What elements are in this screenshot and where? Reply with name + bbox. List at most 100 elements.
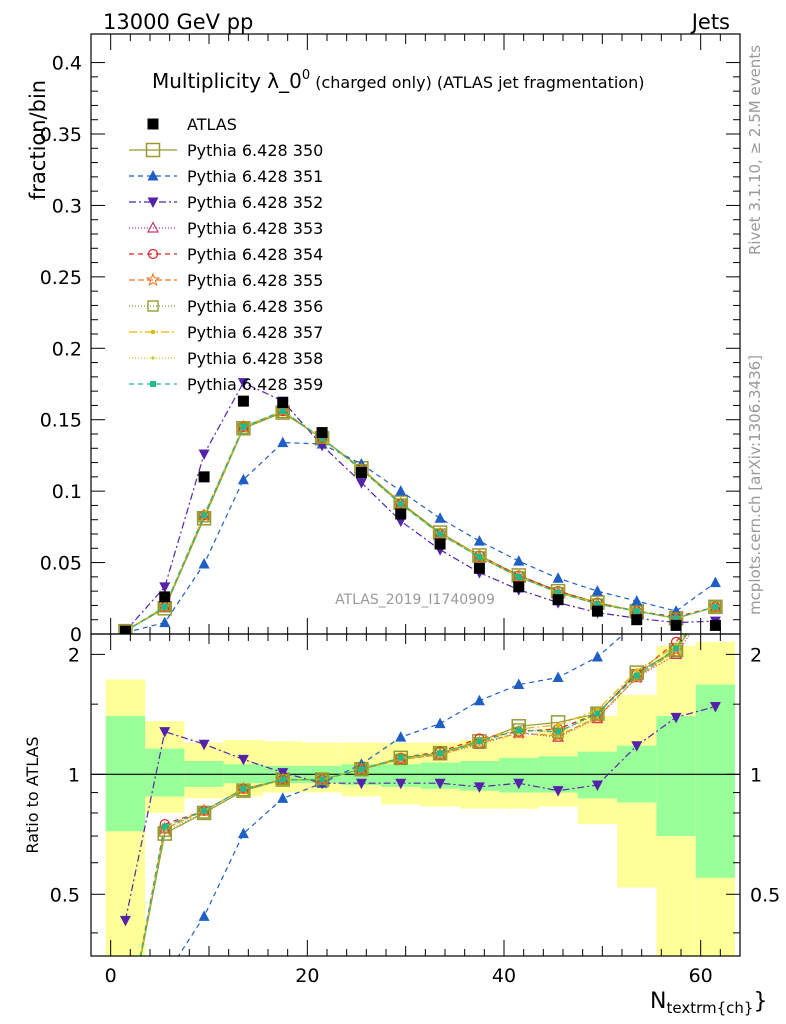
ratio-point-pythia-6-428-351	[513, 678, 525, 690]
ratio-point-pythia-6-428-356	[434, 747, 446, 759]
main-point-pythia-6-428-351	[277, 436, 289, 448]
ratio-point-pythia-6-428-352	[434, 778, 446, 790]
main-point-atlas	[316, 427, 328, 439]
main-point-pythia-6-428-356	[198, 511, 210, 523]
ratio-point-pythia-6-428-359	[476, 738, 483, 745]
ratio-line-pythia-6-428-359	[139, 634, 687, 956]
main-point-pythia-6-428-351	[237, 473, 249, 485]
main-point-pythia-6-428-351	[513, 555, 525, 566]
ratio-point-pythia-6-428-355	[710, 587, 721, 598]
legend-entry-pythia-6-428-356: Pythia 6.428 356	[129, 297, 323, 316]
legend-entry-pythia-6-428-352: Pythia 6.428 352	[129, 193, 323, 212]
ratio-point-pythia-6-428-358	[714, 591, 717, 594]
main-ylabel: fraction/bin	[26, 80, 50, 200]
main-point-pythia-6-428-359	[161, 603, 168, 610]
ratio-ytick-label-right: 2	[750, 644, 762, 666]
main-point-pythia-6-428-351	[552, 572, 564, 583]
ratio-point-pythia-6-428-353	[710, 591, 720, 601]
ratio-point-pythia-6-428-356	[552, 727, 564, 739]
ratio-uncertainty-bands	[105, 641, 736, 956]
ratio-point-pythia-6-428-359	[397, 754, 404, 761]
main-point-atlas	[277, 397, 289, 409]
legend-label: ATLAS	[187, 115, 237, 134]
ratio-band-inner	[577, 751, 618, 799]
legend-entry-pythia-6-428-357: Pythia 6.428 357	[129, 323, 323, 342]
ratio-point-pythia-6-428-359	[319, 776, 326, 783]
ratio-series-group	[119, 587, 721, 982]
legend-marker	[151, 356, 155, 360]
main-ytick-label: 0.05	[40, 553, 82, 575]
legend-marker	[150, 329, 156, 335]
ratio-band-inner	[381, 764, 421, 787]
ratio-ylabel: Ratio to ATLAS	[23, 736, 42, 853]
ratio-ytick-label: 0.5	[50, 884, 80, 906]
axes-group: 00.050.10.150.20.250.30.350.40.5 0.51 12 20…	[40, 34, 780, 987]
main-point-pythia-6-428-351	[709, 576, 721, 588]
legend-label: Pythia 6.428 359	[187, 375, 323, 394]
mcplots-label: mcplots.cern.ch [arXiv:1306.3436]	[746, 355, 764, 615]
legend-label: Pythia 6.428 357	[187, 323, 323, 342]
ratio-point-pythia-6-428-359	[633, 672, 640, 679]
legend-entry-atlas: ATLAS	[147, 115, 237, 134]
main-line-pythia-6-428-359	[125, 410, 716, 632]
main-point-pythia-6-428-359	[594, 601, 601, 607]
main-point-atlas	[670, 619, 682, 631]
ratio-point-pythia-6-428-352	[670, 712, 682, 724]
main-point-pythia-6-428-351	[473, 535, 485, 546]
header-left: 13000 GeV pp	[103, 10, 253, 34]
main-ytick-label: 0.25	[40, 267, 82, 289]
ratio-point-pythia-6-428-359	[358, 766, 365, 773]
legend: ATLAS Pythia 6.428 350 Pythia 6.428 351 Pyt…	[129, 115, 323, 394]
ratio-point-pythia-6-428-352	[513, 778, 525, 790]
main-ytick-label: 0.15	[40, 410, 82, 432]
legend-marker	[147, 248, 159, 260]
main-line-pythia-6-428-351	[125, 441, 716, 634]
main-point-atlas	[237, 395, 249, 407]
main-point-pythia-6-428-359	[515, 573, 522, 580]
main-point-pythia-6-428-359	[319, 435, 326, 442]
ratio-band-inner	[656, 716, 696, 837]
main-point-atlas	[355, 467, 367, 479]
main-ytick-label: 0.3	[52, 195, 82, 217]
ratio-point-pythia-6-428-359	[437, 750, 444, 757]
main-ytick-label: 0.35	[40, 124, 82, 146]
main-point-atlas	[119, 625, 131, 634]
main-line-pythia-6-428-352	[124, 381, 716, 632]
main-point-pythia-6-428-359	[240, 423, 247, 430]
legend-label: Pythia 6.428 355	[187, 271, 323, 290]
ratio-point-pythia-6-428-357	[634, 668, 640, 674]
ratio-line-pythia-6-428-352	[124, 705, 716, 921]
ratio-band-inner	[223, 764, 264, 784]
ratio-point-pythia-6-428-352	[709, 701, 721, 713]
ratio-point-pythia-6-428-353	[670, 647, 683, 659]
ratio-plot-frame	[90, 633, 741, 957]
main-point-atlas	[591, 605, 603, 617]
main-point-pythia-6-428-351	[198, 558, 210, 569]
legend-marker	[147, 170, 159, 181]
ratio-point-pythia-6-428-359	[515, 727, 522, 734]
ratio-point-pythia-6-428-352	[237, 754, 249, 766]
legend-entry-pythia-6-428-351: Pythia 6.428 351	[129, 167, 323, 186]
legend-marker	[145, 142, 161, 158]
main-ytick-label: 0.1	[52, 481, 82, 503]
legend-label: Pythia 6.428 350	[187, 141, 323, 160]
ratio-band-inner	[145, 748, 185, 797]
legend-marker	[147, 118, 159, 130]
ratio-ytick-label-right: 1	[750, 764, 762, 786]
ratio-point-pythia-6-428-352	[198, 739, 210, 751]
ratio-point-pythia-6-428-359	[201, 807, 208, 814]
main-point-atlas	[709, 619, 721, 631]
analysis-watermark: ATLAS_2019_I1740909	[335, 592, 495, 608]
main-point-atlas	[631, 614, 643, 626]
ratio-point-pythia-6-428-356	[355, 763, 368, 775]
main-point-pythia-6-428-352	[237, 378, 249, 389]
ratio-point-pythia-6-428-351	[159, 971, 170, 982]
main-point-atlas	[198, 471, 210, 483]
ratio-band-inner	[695, 684, 736, 878]
ratio-point-pythia-6-428-356	[237, 785, 250, 797]
legend-marker	[147, 300, 159, 312]
main-point-pythia-6-428-359	[476, 553, 483, 560]
main-point-pythia-6-428-351	[159, 616, 171, 628]
main-point-pythia-6-428-351	[631, 595, 643, 606]
